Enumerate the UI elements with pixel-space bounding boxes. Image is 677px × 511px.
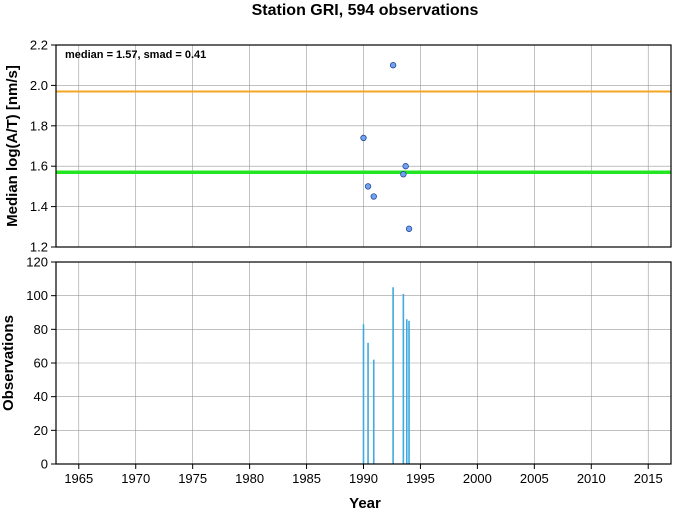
observations-y-tick-label: 80: [34, 322, 48, 337]
median-point: [405, 225, 413, 232]
median-annotation: median = 1.57, smad = 0.41: [65, 49, 206, 61]
median-points: [360, 62, 413, 232]
observations-y-tick-label: 100: [26, 288, 48, 303]
x-axis-label: Year: [349, 495, 381, 511]
x-tick-label: 2015: [634, 471, 663, 486]
x-tick-label: 1990: [349, 471, 378, 486]
x-tick-label: 1985: [292, 471, 321, 486]
x-ticks: 1965 1970 1975 1980 1985 1990 1995 2000 2005 2010…: [64, 464, 663, 486]
median-y-tick-label: 2.2: [30, 38, 48, 53]
observations-bars: [362, 287, 410, 464]
median-y-tick-label: 1.4: [30, 199, 48, 214]
observations-y-tick-label: 20: [34, 423, 48, 438]
observations-y-ticks: 0 20 40 60 80 100 120: [26, 255, 56, 472]
median-y-tick-label: 1.2: [30, 240, 48, 255]
x-tick-label: 1965: [64, 471, 93, 486]
median-y-tick-label: 1.8: [30, 118, 48, 133]
median-y-ticks: 1.2 1.4 1.6 1.8 2.0 2.2: [30, 38, 56, 255]
x-tick-label: 2010: [577, 471, 606, 486]
x-tick-label: 1995: [406, 471, 435, 486]
median-point: [389, 62, 397, 69]
observations-y-tick-label: 40: [34, 389, 48, 404]
median-point: [364, 183, 372, 190]
observations-y-axis-label: Observations: [0, 315, 17, 411]
median-point: [370, 193, 377, 200]
observations-y-tick-label: 0: [41, 457, 48, 472]
median-y-axis-label: Median log(A/T) [nm/s]: [4, 65, 21, 227]
median-point: [360, 134, 367, 142]
median-panel: 1.2 1.4 1.6 1.8 2.0 2.2 median = 1.57, smad =…: [4, 38, 672, 255]
x-tick-label: 2005: [520, 471, 549, 486]
observations-y-tick-label: 60: [34, 356, 48, 371]
median-y-tick-label: 2.0: [30, 78, 48, 93]
median-point: [402, 163, 409, 170]
median-reference-lines: [56, 90, 671, 175]
median-panel-frame: [55, 44, 672, 248]
x-tick-label: 2000: [463, 471, 492, 486]
median-grid: [56, 44, 671, 248]
chart-title: Station GRI, 594 observations: [252, 2, 479, 19]
median-point: [400, 171, 407, 178]
x-tick-label: 1975: [178, 471, 207, 486]
x-tick-label: 1980: [235, 471, 264, 486]
observations-y-tick-label: 120: [26, 255, 48, 270]
median-y-tick-label: 1.6: [30, 159, 48, 174]
x-tick-label: 1970: [121, 471, 150, 486]
observations-panel: 0 20 40 60 80 100 120 1965 1970 1975 1980 1985 1990…: [0, 255, 672, 486]
